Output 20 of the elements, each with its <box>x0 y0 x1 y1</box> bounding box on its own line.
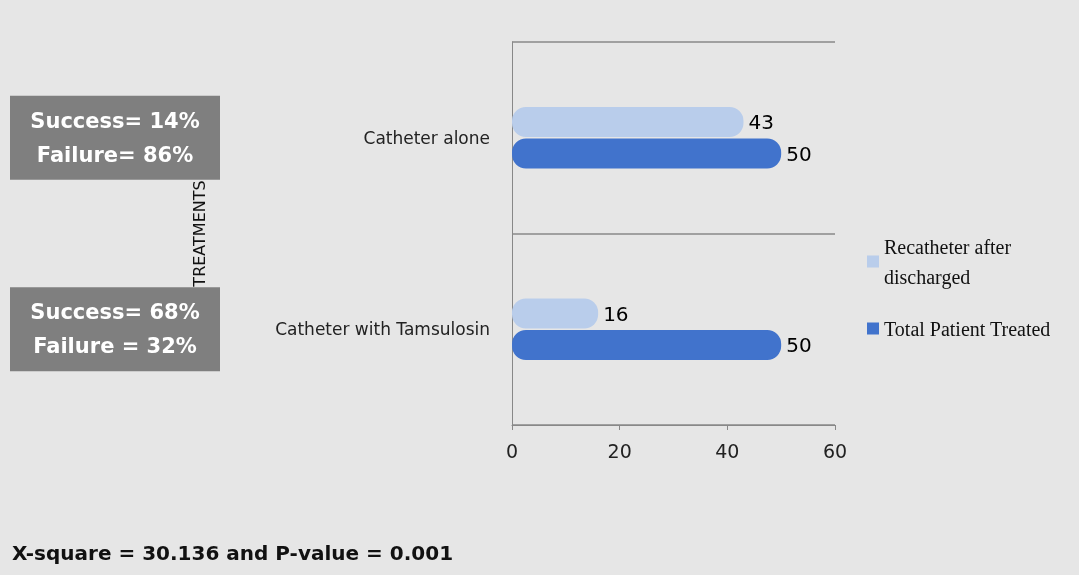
legend-label: Recatheter after discharged <box>884 235 1017 289</box>
data-label: 16 <box>603 301 629 326</box>
y-tick-label: Catheter alone <box>363 127 490 148</box>
data-label: 43 <box>748 110 774 134</box>
bar <box>512 330 782 360</box>
x-tick-label: 20 <box>607 439 632 462</box>
bar <box>512 107 744 137</box>
y-axis-title: TREATMENTS <box>189 180 209 288</box>
y-tick-label: Catheter with Tamsulosin <box>275 319 490 340</box>
data-label: 50 <box>786 141 812 166</box>
x-tick-label: 0 <box>505 439 519 462</box>
legend-label: Total Patient Treated <box>884 317 1051 340</box>
bar <box>512 298 599 329</box>
text: Success= 14% Failure= 86% <box>30 108 200 167</box>
data-label: 50 <box>786 333 812 357</box>
x-tick-label: 60 <box>822 439 848 462</box>
x-tick-label: 40 <box>715 439 740 462</box>
bar <box>512 138 782 169</box>
text: X-square = 30.136 and P-value = 0.001 <box>12 541 454 565</box>
text: Success= 68% Failure = 32% <box>30 300 200 359</box>
